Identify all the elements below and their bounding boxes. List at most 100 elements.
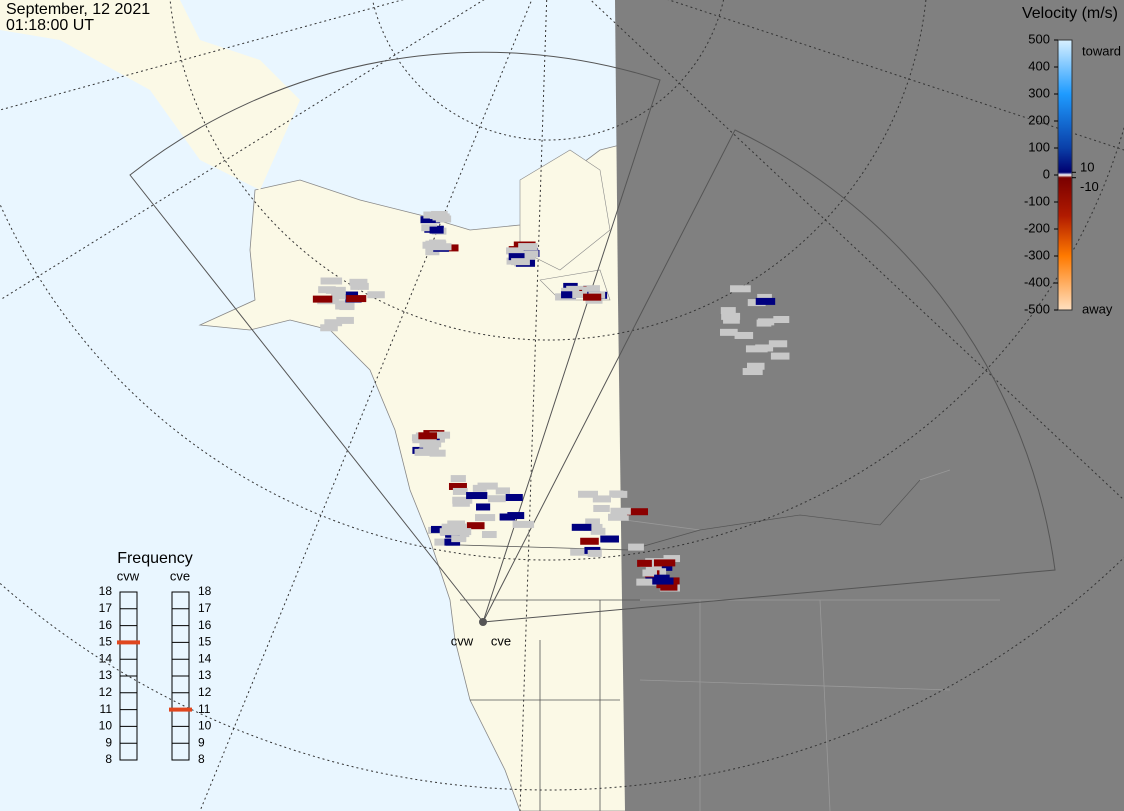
- echo: [590, 527, 606, 535]
- frequency-title: Frequency: [117, 550, 193, 567]
- frequency-tick-label: 10: [99, 719, 113, 733]
- echo: [720, 328, 738, 336]
- echo: [512, 520, 535, 528]
- echo: [336, 316, 354, 324]
- echo: [651, 563, 673, 571]
- frequency-tick-label: 17: [99, 601, 113, 615]
- away-label: away: [1082, 301, 1113, 316]
- frequency-tick-label: 9: [105, 735, 112, 749]
- frequency-tick-label: 8: [105, 752, 112, 766]
- echo: [636, 578, 659, 586]
- frequency-tick-label: 8: [198, 752, 205, 766]
- frequency-tick-label: 15: [198, 635, 212, 649]
- station-label: cvw: [451, 633, 474, 648]
- echo: [755, 297, 776, 305]
- echo: [600, 535, 619, 543]
- tick-label: 400: [1028, 58, 1050, 73]
- frequency-tick-label: 13: [198, 668, 212, 682]
- echo: [434, 538, 454, 546]
- frequency-tick-label: 10: [198, 719, 212, 733]
- echo: [429, 431, 451, 439]
- echo: [429, 239, 446, 247]
- echo: [514, 254, 536, 262]
- radar-name: cve: [170, 568, 190, 583]
- echo: [612, 490, 628, 498]
- tick-label: 500: [1028, 31, 1050, 46]
- night-region: [615, 0, 1124, 811]
- echo: [505, 493, 523, 501]
- echo: [499, 513, 516, 521]
- radar-name: cvw: [117, 568, 140, 583]
- land-greenland: [0, 0, 300, 190]
- echo: [324, 319, 343, 327]
- echo: [721, 312, 741, 320]
- echo: [450, 528, 472, 536]
- echo: [420, 216, 441, 224]
- echo: [320, 277, 343, 285]
- frequency-tick-label: 17: [198, 601, 212, 615]
- frequency-tick-label: 14: [198, 651, 212, 665]
- echo: [583, 523, 603, 531]
- echo: [349, 278, 368, 286]
- frequency-tick-label: 13: [99, 668, 113, 682]
- echo: [628, 543, 644, 551]
- echo: [653, 559, 676, 567]
- frequency-tick-label: 18: [198, 584, 212, 598]
- tick-label: -200: [1024, 220, 1050, 235]
- echo: [466, 492, 488, 500]
- tick-label: -100: [1024, 193, 1050, 208]
- echo: [768, 340, 788, 348]
- radar-site: [479, 618, 487, 626]
- echo: [312, 295, 333, 303]
- echo: [488, 495, 506, 503]
- echo: [637, 559, 652, 567]
- echo: [593, 504, 610, 512]
- echo: [432, 213, 450, 221]
- echo: [524, 250, 539, 258]
- tick-label: 300: [1028, 85, 1050, 100]
- frequency-tick-label: 16: [99, 618, 113, 632]
- frequency-tick-label: 16: [198, 618, 212, 632]
- date: September, 12 2021: [6, 1, 150, 18]
- echo: [656, 581, 674, 589]
- frequency-marker: [117, 640, 140, 645]
- frequency-tick-label: 9: [198, 735, 205, 749]
- frequency-tick-label: 18: [99, 584, 113, 598]
- echo: [730, 285, 751, 293]
- echo: [511, 258, 530, 266]
- echo: [452, 487, 468, 495]
- echo: [430, 243, 452, 251]
- echo: [495, 487, 510, 495]
- colorbar-fill: [1057, 39, 1073, 311]
- echo: [447, 520, 466, 528]
- echo: [418, 432, 438, 440]
- echo: [626, 508, 649, 516]
- echo: [342, 291, 359, 299]
- radar-fov: [129, 51, 1056, 624]
- echo: [450, 475, 466, 483]
- tick-label: 100: [1028, 139, 1050, 154]
- echo: [770, 352, 790, 360]
- echo: [518, 243, 538, 251]
- echo: [448, 482, 467, 490]
- echo: [571, 523, 592, 531]
- tick-label: -300: [1024, 247, 1050, 262]
- echo: [587, 549, 602, 557]
- frequency-tick-label: 14: [99, 651, 113, 665]
- echo: [580, 537, 599, 545]
- echo: [472, 484, 487, 492]
- echo: [592, 495, 611, 503]
- echo: [320, 324, 338, 332]
- echo: [331, 292, 346, 300]
- echo: [429, 226, 444, 234]
- echo: [466, 522, 485, 530]
- echo: [608, 513, 629, 521]
- echo: [642, 569, 657, 577]
- echo: [583, 285, 600, 293]
- echo: [481, 531, 497, 539]
- tick-label: -400: [1024, 274, 1050, 289]
- tick-label: -500: [1024, 301, 1050, 316]
- echo: [583, 293, 602, 301]
